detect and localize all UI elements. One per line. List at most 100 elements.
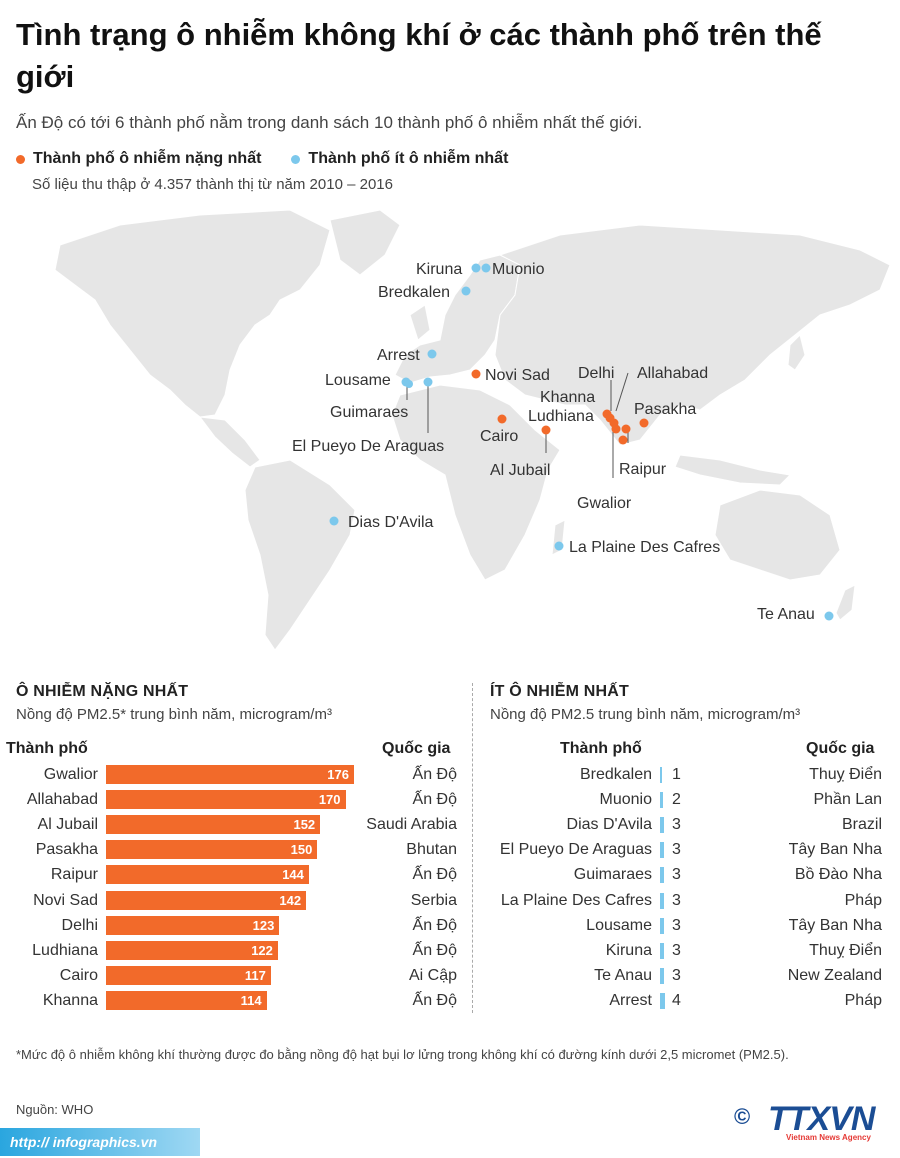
footnote: *Mức độ ô nhiễm không khí thường được đo… (16, 1047, 789, 1062)
dot-bredkalen (461, 286, 471, 296)
clean-row: El Pueyo De Araguas 3 Tây Ban Nha (480, 839, 900, 863)
clean-row: Arrest 4 Pháp (480, 990, 900, 1014)
dot-la-plaine (554, 541, 564, 551)
central-america-shape (198, 416, 261, 468)
dot-allahabad (621, 424, 631, 434)
dot-kiruna (471, 263, 481, 273)
indonesia-shape (674, 454, 792, 486)
clean-bar (660, 867, 664, 884)
clean-bar (660, 942, 664, 959)
most-polluted-col-city: Thành phố (6, 740, 88, 757)
polluted-country-label: Ấn Độ (412, 941, 457, 959)
url-band (0, 1128, 200, 1156)
polluted-city-dots (471, 369, 649, 445)
label-dias: Dias D'Avila (348, 514, 434, 531)
polluted-bar-value: 170 (318, 792, 341, 808)
clean-bar (660, 992, 665, 1009)
world-map-svg: Kiruna Muonio Bredkalen Arrest Lousame G… (54, 209, 891, 651)
clean-bar (660, 792, 663, 809)
greenland-shape (329, 209, 401, 276)
polluted-city-label: Raipur (50, 866, 98, 884)
polluted-bar-value: 152 (293, 817, 316, 833)
least-polluted-col-country: Quốc gia (806, 740, 875, 757)
clean-row: La Plaine Des Cafres 3 Pháp (480, 890, 900, 914)
south-america-shape (244, 459, 356, 651)
blue-dot-icon (291, 154, 301, 164)
source: Nguồn: WHO (16, 1102, 94, 1117)
polluted-city-label: Cairo (59, 966, 98, 984)
site-url[interactable]: http:// infographics.vn (10, 1134, 157, 1150)
clean-row: Guimaraes 3 Bồ Đào Nha (480, 864, 900, 888)
clean-bar (660, 967, 664, 984)
legend-clean: Thành phố ít ô nhiễm nhất (291, 150, 508, 168)
polluted-bar: 152 (106, 815, 321, 835)
polluted-bar-value: 142 (279, 892, 302, 908)
polluted-country-label: Bhutan (406, 841, 457, 859)
dot-gwalior (611, 424, 621, 434)
label-al-jubail: Al Jubail (490, 462, 550, 479)
uk-shape (409, 304, 431, 341)
polluted-country-label: Ai Cập (408, 966, 457, 984)
most-polluted-col-country: Quốc gia (382, 740, 451, 757)
dot-te-anau (824, 611, 834, 621)
panel-divider (472, 683, 473, 1013)
polluted-city-label: Delhi (61, 916, 98, 934)
polluted-country-label: Saudi Arabia (366, 816, 457, 834)
polluted-bar: 170 (106, 790, 346, 810)
label-allahabad: Allahabad (637, 365, 708, 382)
dot-muonio (481, 263, 491, 273)
dot-cairo (497, 414, 507, 424)
land-masses (54, 209, 891, 651)
clean-bar (660, 817, 664, 834)
page-title: Tình trạng ô nhiễm không khí ở các thành… (16, 17, 822, 94)
polluted-bar: 123 (106, 915, 280, 935)
australia-shape (714, 489, 841, 581)
dot-novi-sad (471, 369, 481, 379)
polluted-row: Allahabad 170 Ấn Độ (0, 789, 470, 813)
label-arrest: Arrest (377, 347, 420, 364)
clean-city-label: Te Anau (594, 966, 652, 984)
clean-city-label: Guimaraes (573, 866, 652, 884)
north-america-shape (54, 209, 331, 418)
polluted-city-label: Khanna (42, 991, 98, 1009)
label-ludhiana: Ludhiana (528, 408, 594, 425)
dot-dias (329, 516, 339, 526)
polluted-country-label: Ấn Độ (412, 866, 457, 884)
polluted-row: Pasakha 150 Bhutan (0, 839, 470, 863)
label-khanna: Khanna (540, 389, 595, 406)
clean-bar (660, 842, 664, 859)
polluted-bar: 122 (106, 940, 278, 960)
ttxvn-logo-sub: Vietnam News Agency (786, 1133, 871, 1142)
polluted-row: Novi Sad 142 Serbia (0, 890, 470, 914)
polluted-row: Gwalior 176 Ấn Độ (0, 764, 470, 788)
legend-polluted-label: Thành phố ô nhiễm nặng nhất (33, 150, 262, 167)
polluted-bar-value: 122 (251, 942, 273, 958)
clean-bar (660, 767, 662, 783)
clean-row: Dias D'Avila 3 Brazil (480, 814, 900, 838)
polluted-country-label: Serbia (410, 891, 457, 909)
clean-row: Muonio 2 Phần Lan (480, 789, 900, 813)
polluted-row: Delhi 123 Ấn Độ (0, 915, 470, 939)
clean-bar-value: 3 (672, 866, 681, 884)
polluted-row: Khanna 114 Ấn Độ (0, 990, 470, 1014)
label-guimaraes: Guimaraes (330, 404, 408, 421)
polluted-bar-value: 150 (290, 842, 313, 858)
clean-city-label: Arrest (609, 991, 652, 1009)
label-lousame: Lousame (325, 372, 391, 389)
clean-city-label: La Plaine Des Cafres (500, 891, 652, 909)
orange-dot-icon (16, 154, 25, 164)
polluted-bar: 176 (106, 765, 354, 784)
polluted-row: Raipur 144 Ấn Độ (0, 864, 470, 888)
polluted-bar: 150 (106, 840, 318, 860)
world-map: Kiruna Muonio Bredkalen Arrest Lousame G… (0, 205, 900, 660)
polluted-city-label: Ludhiana (32, 941, 98, 959)
clean-country-label: Tây Ban Nha (788, 916, 882, 934)
polluted-bar: 114 (106, 990, 267, 1010)
clean-city-label: Bredkalen (579, 766, 652, 783)
clean-country-label: Phần Lan (813, 791, 882, 809)
least-polluted-title: ÍT Ô NHIỄM NHẤT (490, 683, 629, 700)
clean-city-label: Kiruna (605, 941, 652, 959)
least-polluted-unit: Nồng độ PM2.5 trung bình năm, microgram/… (490, 706, 801, 723)
label-raipur: Raipur (619, 461, 667, 478)
new-zealand-shape (835, 584, 856, 621)
